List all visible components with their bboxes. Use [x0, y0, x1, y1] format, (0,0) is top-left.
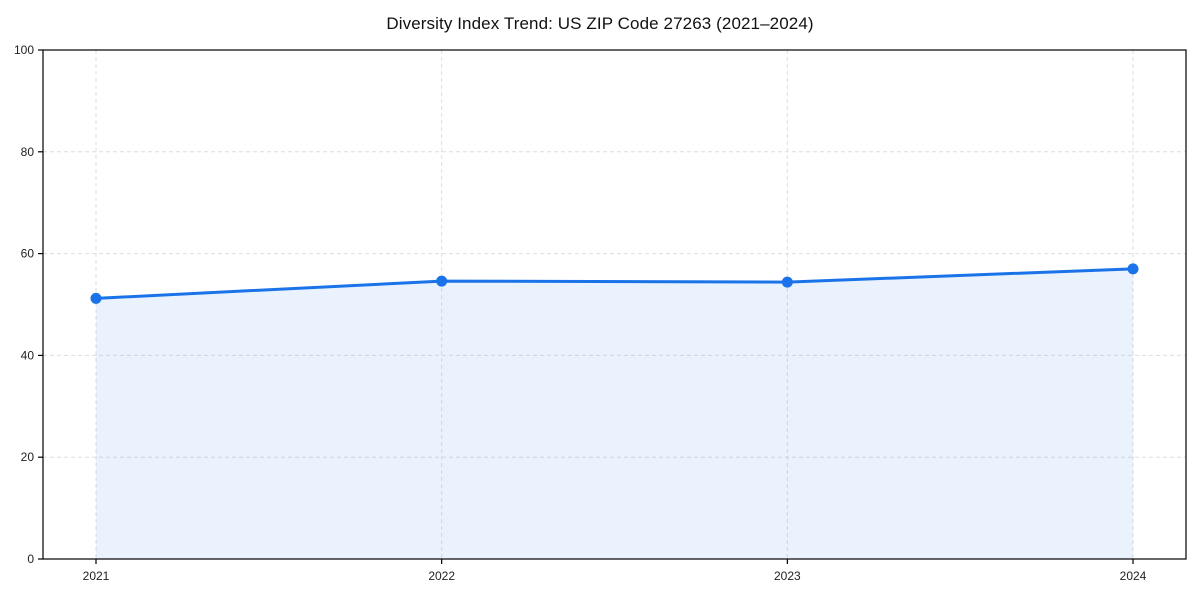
x-tick-label: 2024 [1120, 569, 1147, 583]
y-tick-label: 60 [21, 247, 35, 261]
trend-line [94, 267, 1135, 300]
data-point [1127, 263, 1139, 275]
data-point [90, 292, 102, 304]
x-tick-label: 2021 [83, 569, 110, 583]
data-point [781, 276, 793, 288]
x-tick-label: 2023 [774, 569, 801, 583]
y-tick-label: 20 [21, 450, 35, 464]
y-tick-label: 40 [21, 348, 35, 362]
y-tick-label: 80 [21, 145, 35, 159]
y-tick-label: 100 [14, 43, 34, 57]
x-tick-label: 2022 [428, 569, 455, 583]
area-fill [96, 268, 1133, 559]
y-tick-label: 0 [27, 552, 34, 566]
plot-frame [42, 49, 1187, 560]
data-point [436, 275, 448, 287]
chart-title: Diversity Index Trend: US ZIP Code 27263… [386, 14, 814, 33]
